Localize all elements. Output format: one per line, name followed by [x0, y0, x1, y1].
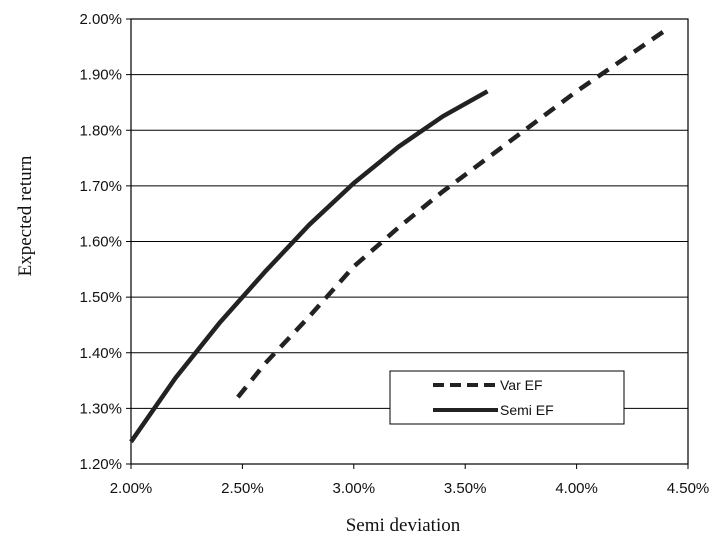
legend-label-var-ef: Var EF: [500, 377, 543, 393]
x-tick-label: 2.00%: [110, 480, 153, 497]
legend-box: [389, 370, 625, 425]
y-tick-label: 2.00%: [79, 11, 122, 28]
x-tick-label: 3.00%: [333, 480, 376, 497]
legend: Var EF Semi EF: [389, 370, 625, 425]
series-lines: [129, 28, 667, 444]
y-tick-label: 1.50%: [79, 289, 122, 306]
x-tick-label: 3.50%: [444, 480, 487, 497]
gridlines: [131, 74, 688, 409]
y-tick-label: 1.40%: [79, 345, 122, 362]
x-tick-label: 2.50%: [221, 480, 264, 497]
legend-label-semi-ef: Semi EF: [500, 402, 554, 418]
y-tick-label: 1.90%: [79, 67, 122, 84]
y-tick-label: 1.20%: [79, 456, 122, 473]
y-axis-title: Expected return: [15, 155, 36, 276]
y-tick-label: 1.80%: [79, 122, 122, 139]
y-tick-label: 1.30%: [79, 400, 122, 417]
y-tick-label: 1.60%: [79, 234, 122, 251]
y-tick-labels: 1.20% 1.30% 1.40% 1.50% 1.60% 1.70% 1.80% 1.90%…: [79, 11, 131, 473]
x-tick-labels: 2.00% 2.50% 3.00% 3.50% 4.00% 4.50%: [110, 464, 710, 497]
x-tick-label: 4.00%: [555, 480, 598, 497]
series-line-var-ef: [236, 28, 667, 399]
x-tick-label: 4.50%: [667, 480, 710, 497]
y-tick-label: 1.70%: [79, 178, 122, 195]
series-line-semi-ef: [129, 89, 489, 444]
x-axis-title: Semi deviation: [346, 515, 461, 536]
